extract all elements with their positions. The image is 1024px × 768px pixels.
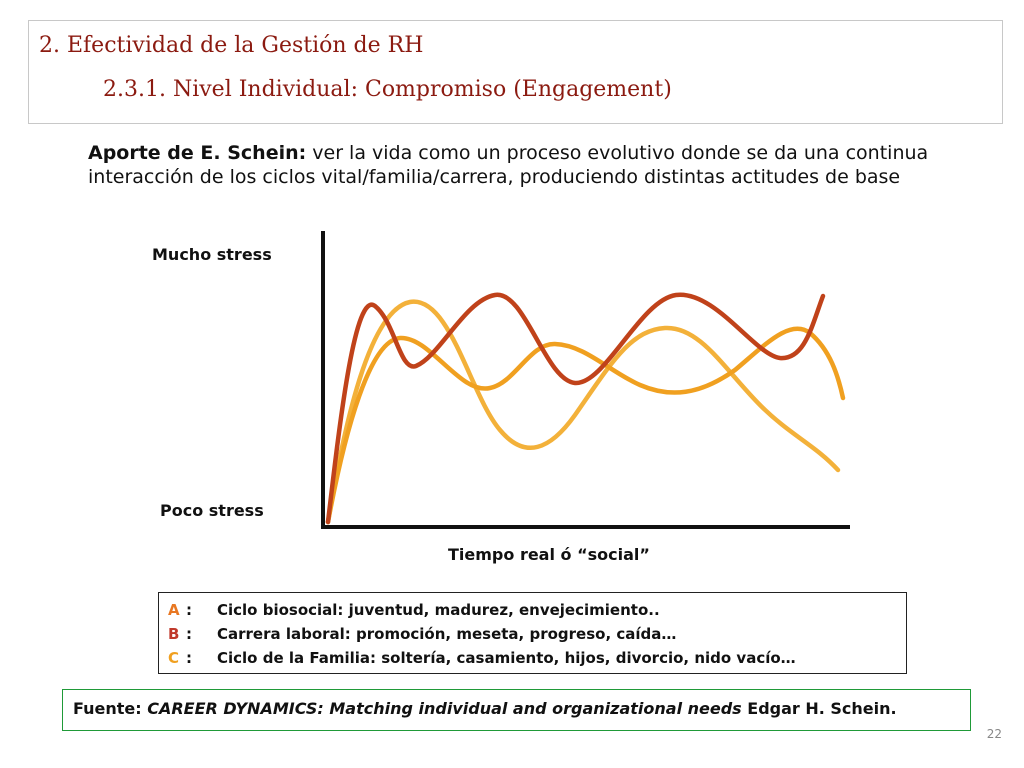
intro-paragraph: Aporte de E. Schein: ver la vida como un… [88,141,958,189]
legend-separator: : [186,649,192,667]
legend-box: A: Ciclo biosocial: juventud, madurez, en… [158,592,907,674]
x-axis-label: Tiempo real ó “social” [448,545,650,564]
slide-title: 2. Efectividad de la Gestión de RH [39,33,424,58]
source-label: Fuente: [73,699,148,718]
y-axis-high-label: Mucho stress [152,245,272,264]
source-author: Edgar H. Schein. [741,699,897,718]
page-number: 22 [986,727,1002,741]
legend-letter-b: B [168,625,180,643]
legend-separator: : [186,601,192,619]
source-book-title: CAREER DYNAMICS: Matching individual and… [147,699,742,718]
curve-career-cycle [325,292,826,525]
source-box: Fuente: CAREER DYNAMICS: Matching indivi… [62,689,971,731]
intro-bold-lead: Aporte de E. Schein: [88,142,307,164]
legend-separator: : [186,625,192,643]
title-box: 2. Efectividad de la Gestión de RH 2.3.1… [28,20,1003,124]
legend-text-a: Ciclo biosocial: juventud, madurez, enve… [217,601,660,619]
curve-family-cycle [325,299,841,525]
legend-letter-a: A [168,601,180,619]
legend-row-c: C: Ciclo de la Familia: soltería, casamie… [168,646,906,670]
legend-text-c: Ciclo de la Familia: soltería, casamient… [217,649,796,667]
legend-row-b: B: Carrera laboral: promoción, meseta, pr… [168,622,906,646]
slide-subtitle: 2.3.1. Nivel Individual: Compromiso (Eng… [103,77,672,102]
legend-letter-c: C [168,649,180,667]
legend-row-a: A: Ciclo biosocial: juventud, madurez, en… [168,598,906,622]
y-axis-low-label: Poco stress [160,501,264,520]
legend-text-b: Carrera laboral: promoción, meseta, prog… [217,625,677,643]
intro-text: ver la vida como un proceso evolutivo do… [88,142,929,188]
